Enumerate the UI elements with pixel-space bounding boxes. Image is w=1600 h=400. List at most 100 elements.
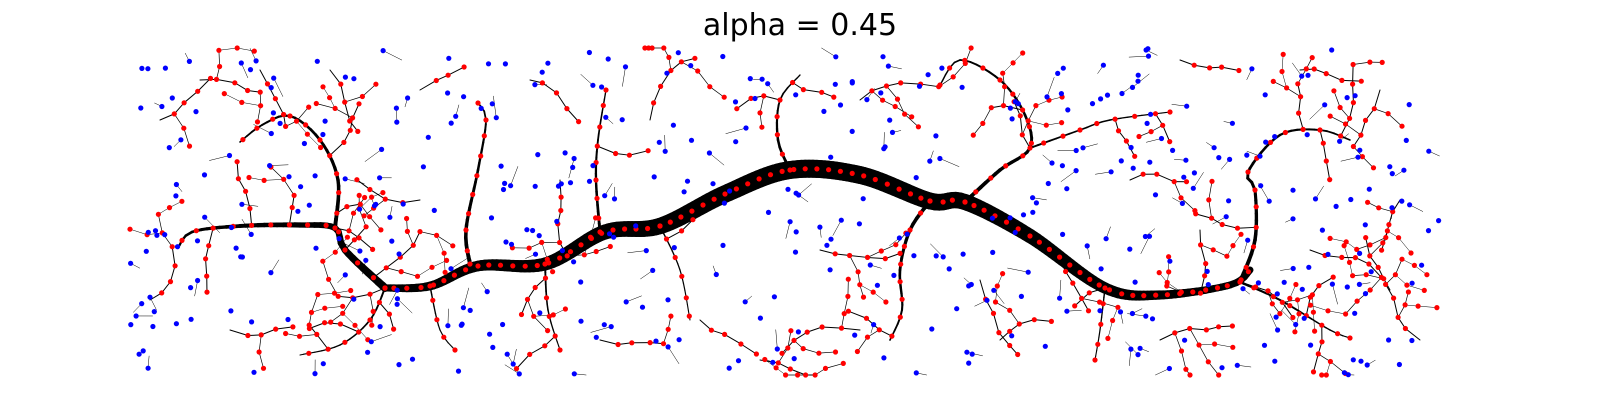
blue-node — [545, 60, 551, 66]
blue-node — [1135, 352, 1141, 358]
red-node — [342, 339, 348, 345]
red-node — [610, 227, 616, 233]
blue-node — [1344, 284, 1350, 290]
network-edge — [759, 95, 765, 114]
blue-node — [322, 118, 328, 124]
red-node — [1209, 178, 1215, 184]
network-edge — [218, 49, 220, 67]
red-node — [562, 306, 569, 312]
red-node — [1243, 264, 1249, 270]
red-node — [386, 311, 392, 317]
blue-node — [1143, 313, 1149, 319]
blue-node — [590, 82, 596, 88]
red-node — [918, 210, 924, 216]
blue-node — [186, 58, 192, 64]
network-edge — [246, 131, 253, 137]
blue-node — [622, 64, 629, 70]
blue-node — [342, 272, 348, 278]
red-node — [1098, 321, 1104, 327]
red-node — [1020, 107, 1026, 113]
red-node — [1017, 113, 1023, 119]
blue-node — [1244, 152, 1250, 158]
red-node — [510, 263, 516, 269]
red-node — [1132, 113, 1138, 119]
red-node — [947, 65, 953, 71]
blue-node — [396, 251, 402, 257]
network-edge — [1309, 249, 1326, 256]
network-edge — [1340, 117, 1351, 137]
red-node — [534, 262, 540, 269]
blue-node — [488, 215, 495, 221]
red-node — [1027, 233, 1033, 239]
blue-node — [535, 152, 541, 158]
network-edge — [1046, 77, 1055, 98]
red-node — [883, 299, 889, 305]
network-edge — [173, 113, 185, 129]
blue-node — [195, 277, 201, 284]
red-node — [1390, 209, 1396, 215]
blue-node — [911, 253, 917, 259]
network-edge — [263, 179, 284, 181]
blue-node — [138, 105, 144, 111]
network-edge — [515, 353, 531, 370]
blue-node — [1020, 212, 1027, 218]
network-edge — [352, 293, 371, 299]
red-node — [1164, 292, 1170, 298]
network-edge — [267, 83, 276, 100]
red-node — [1279, 299, 1285, 305]
red-node — [1323, 71, 1329, 77]
red-node — [539, 80, 546, 86]
blue-node — [351, 76, 357, 82]
red-node — [1384, 228, 1390, 234]
red-node — [1057, 254, 1063, 260]
red-node — [550, 269, 556, 275]
blue-node — [889, 129, 896, 135]
network-edge — [344, 101, 351, 122]
network-edge — [775, 329, 778, 350]
red-node — [992, 299, 999, 305]
red-node — [1277, 311, 1283, 317]
blue-node — [162, 232, 168, 238]
red-node — [542, 343, 548, 349]
blue-node — [502, 61, 508, 67]
red-node — [441, 250, 447, 256]
network-edge — [1101, 119, 1111, 123]
red-node — [647, 340, 653, 346]
blue-node — [253, 58, 259, 64]
red-node — [849, 170, 855, 176]
network-edge — [348, 334, 356, 340]
network-edge — [493, 95, 497, 118]
network-edge — [1189, 328, 1200, 346]
blue-node — [169, 95, 175, 101]
blue-node — [821, 108, 827, 114]
red-node — [1110, 317, 1116, 324]
red-node — [546, 313, 552, 319]
blue-node — [856, 221, 863, 227]
red-node — [427, 283, 433, 289]
blue-node — [586, 178, 593, 184]
red-node — [234, 45, 240, 51]
red-node — [981, 207, 987, 213]
red-node — [367, 186, 373, 193]
blue-node — [571, 155, 577, 162]
red-node — [1391, 295, 1397, 301]
red-node — [159, 290, 165, 296]
blue-node — [500, 186, 507, 193]
red-node — [756, 176, 762, 182]
blue-node — [1073, 147, 1079, 154]
red-node — [418, 284, 424, 291]
blue-node — [1261, 342, 1268, 348]
red-node — [690, 217, 696, 223]
red-node — [812, 372, 818, 378]
blue-node — [1064, 308, 1070, 314]
red-node — [1086, 290, 1092, 296]
red-node — [376, 299, 382, 305]
red-node — [1197, 290, 1204, 296]
blue-node — [721, 200, 728, 206]
red-node — [181, 125, 187, 131]
red-node — [338, 81, 344, 87]
network-edge — [436, 235, 445, 254]
network-edge — [299, 334, 318, 337]
blue-node — [379, 146, 385, 152]
red-node — [1298, 94, 1304, 100]
